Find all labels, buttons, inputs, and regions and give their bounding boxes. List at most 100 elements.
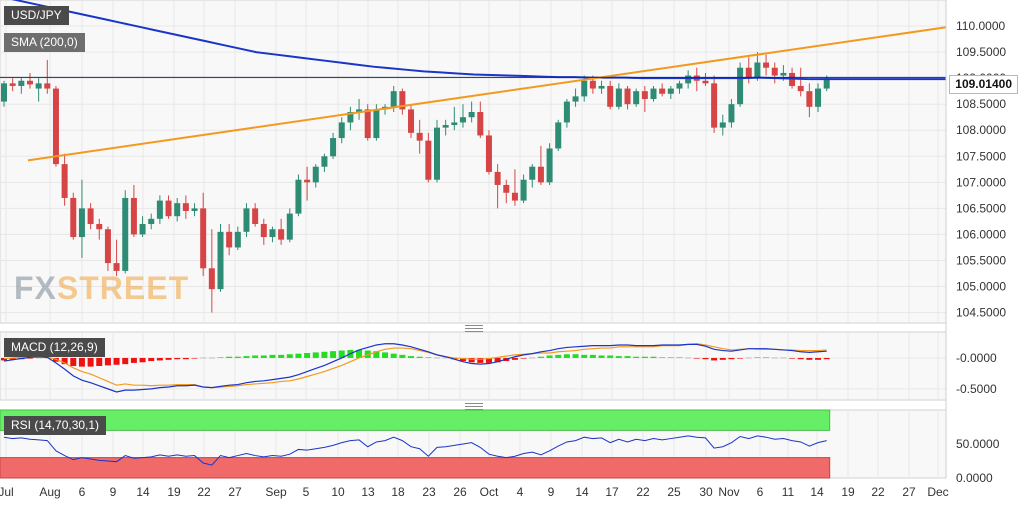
candle-bear bbox=[659, 83, 666, 97]
candle-bear bbox=[9, 78, 16, 92]
x-tick-label: 5 bbox=[303, 485, 310, 499]
x-tick-label: 22 bbox=[197, 485, 211, 499]
candle-body bbox=[208, 268, 215, 290]
candle-body bbox=[347, 112, 354, 123]
candle-bear bbox=[494, 164, 501, 209]
x-tick-label: 25 bbox=[667, 485, 681, 499]
candle-body bbox=[226, 231, 233, 248]
rsi-panel-resize-handle[interactable] bbox=[465, 403, 483, 410]
macd-histogram-bar bbox=[633, 356, 640, 358]
candle-bear bbox=[364, 104, 371, 141]
x-tick-label: 4 bbox=[517, 485, 524, 499]
candle-body bbox=[295, 179, 302, 214]
x-tick-label: Jul bbox=[0, 485, 14, 499]
candle-bull bbox=[18, 78, 25, 94]
macd-histogram-bar bbox=[148, 357, 155, 362]
candle-bear bbox=[130, 184, 137, 238]
candle-bull bbox=[650, 85, 657, 102]
candle-body bbox=[737, 67, 744, 105]
price-axis-label: 110.0000 bbox=[956, 19, 1005, 33]
x-tick-label: 6 bbox=[79, 485, 86, 499]
candle-bear bbox=[44, 59, 51, 94]
x-tick-label: Oct bbox=[480, 485, 499, 499]
candle-body bbox=[364, 109, 371, 139]
candle-body bbox=[356, 109, 363, 113]
macd-indicator-label[interactable]: MACD (12,26,9) bbox=[4, 338, 105, 357]
macd-histogram-bar bbox=[719, 357, 726, 360]
candle-bear bbox=[763, 54, 770, 76]
macd-axis-label: -0.5000 bbox=[956, 382, 997, 396]
macd-histogram-bar bbox=[555, 354, 562, 358]
macd-histogram-bar bbox=[182, 357, 189, 360]
candle-bear bbox=[165, 195, 172, 219]
candle-body bbox=[780, 72, 787, 76]
candle-bull bbox=[728, 98, 735, 128]
macd-histogram-bar bbox=[485, 357, 492, 363]
candle-body bbox=[555, 122, 562, 149]
macd-histogram-bar bbox=[130, 357, 137, 363]
candle-body bbox=[494, 171, 501, 185]
macd-histogram-bar bbox=[390, 353, 397, 358]
macd-histogram-bar bbox=[165, 357, 172, 360]
candle-body bbox=[624, 88, 631, 105]
macd-panel-resize-handle[interactable] bbox=[465, 325, 483, 332]
candle-body bbox=[607, 85, 614, 107]
candle-bear bbox=[806, 83, 813, 118]
candle-bear bbox=[711, 75, 718, 133]
macd-histogram-bar bbox=[9, 357, 16, 360]
candle-bear bbox=[511, 169, 518, 206]
candle-bull bbox=[347, 106, 354, 131]
macd-histogram-bar bbox=[243, 356, 250, 358]
price-axis-label: 104.5000 bbox=[956, 306, 1006, 320]
macd-histogram-bar bbox=[685, 357, 692, 359]
rsi-line bbox=[3, 435, 827, 466]
x-tick-label: 9 bbox=[548, 485, 555, 499]
axis-layer: Jul Aug 6 9 14 19 22 27 Sep 5 10 13 18 23 26 Oct 4 9 14 17 2… bbox=[0, 0, 1006, 499]
candle-body bbox=[330, 138, 337, 157]
symbol-label: USD/JPY bbox=[4, 6, 69, 25]
candle-body bbox=[650, 88, 657, 99]
candle-bear bbox=[96, 218, 103, 240]
candle-bull bbox=[667, 85, 674, 99]
macd-histogram-bar bbox=[70, 357, 77, 366]
candle-bull bbox=[1, 80, 7, 107]
x-tick-label: 22 bbox=[636, 485, 650, 499]
x-tick-label: 13 bbox=[361, 485, 375, 499]
candle-bear bbox=[797, 67, 804, 97]
macd-histogram-bar bbox=[260, 355, 267, 358]
macd-histogram-bar bbox=[511, 357, 518, 360]
candle-bear bbox=[182, 195, 189, 219]
macd-histogram-bar bbox=[78, 357, 85, 367]
macd-histogram-bar bbox=[226, 356, 233, 358]
macd-histogram-bar bbox=[537, 356, 544, 358]
candle-bear bbox=[702, 72, 709, 86]
candle-bull bbox=[563, 98, 570, 128]
trendline bbox=[27, 26, 947, 162]
macd-histogram-bar bbox=[96, 357, 103, 366]
candle-body bbox=[598, 85, 605, 89]
macd-histogram-bar bbox=[494, 357, 501, 363]
macd-histogram-bar bbox=[667, 357, 674, 358]
macd-histogram-bar bbox=[789, 357, 796, 359]
rsi-indicator-label[interactable]: RSI (14,70,30,1) bbox=[4, 416, 107, 435]
macd-histogram-bar bbox=[442, 357, 449, 359]
sma-indicator-label[interactable]: SMA (200,0) bbox=[4, 33, 85, 52]
macd-histogram-bar bbox=[330, 351, 337, 358]
candle-body bbox=[806, 91, 813, 107]
sma-200-line bbox=[11, 0, 946, 81]
candle-body bbox=[529, 166, 536, 180]
x-tick-label: Dec bbox=[927, 485, 948, 499]
x-tick-label: 23 bbox=[422, 485, 436, 499]
candle-body bbox=[771, 67, 778, 76]
x-tick-label: Nov bbox=[718, 485, 739, 499]
macd-histogram-bar bbox=[434, 357, 440, 359]
macd-histogram-bar bbox=[399, 354, 406, 358]
macd-histogram-bar bbox=[191, 357, 198, 359]
candle-body bbox=[304, 179, 311, 183]
candle-bull bbox=[459, 104, 466, 128]
x-tick-label: 14 bbox=[575, 485, 589, 499]
candle-bull bbox=[451, 106, 458, 131]
candle-bull bbox=[615, 83, 622, 110]
macd-histogram-bar bbox=[641, 356, 648, 358]
